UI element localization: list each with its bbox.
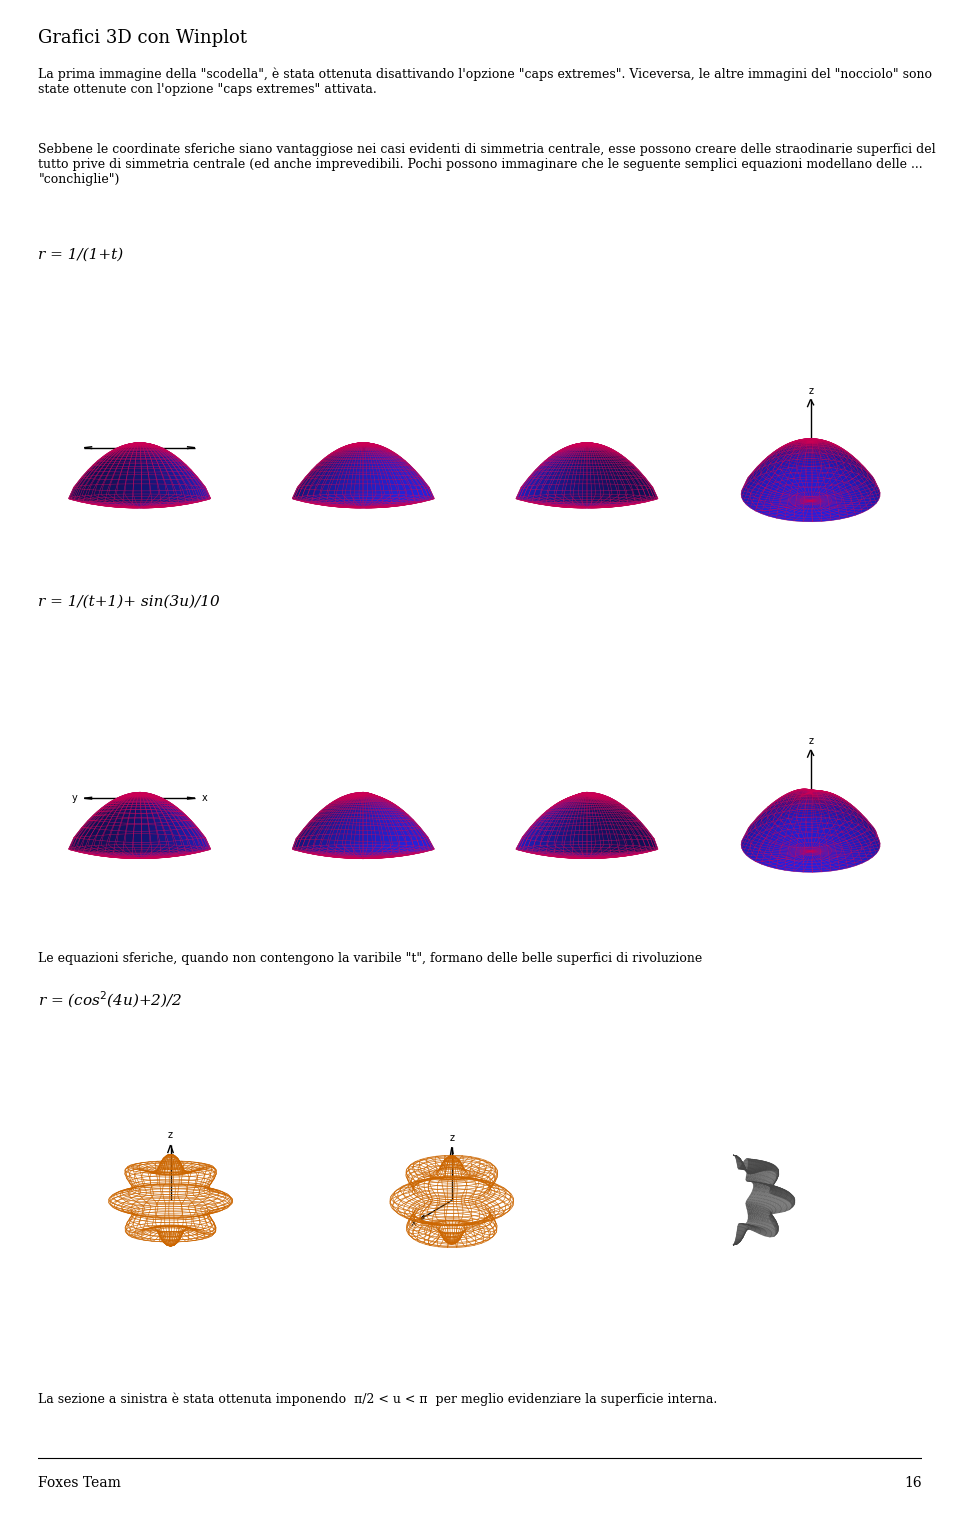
- Text: La sezione a sinistra è stata ottenuta imponendo  π/2 < u < π  per meglio eviden: La sezione a sinistra è stata ottenuta i…: [38, 1393, 718, 1405]
- Text: Sebbene le coordinate sferiche siano vantaggiose nei casi evidenti di simmetria : Sebbene le coordinate sferiche siano van…: [38, 143, 936, 186]
- Text: 16: 16: [904, 1475, 922, 1490]
- Text: Foxes Team: Foxes Team: [38, 1475, 121, 1490]
- Text: r = 1/(1+t): r = 1/(1+t): [38, 247, 124, 262]
- Text: Le equazioni sferiche, quando non contengono la varibile "t", formano delle bell: Le equazioni sferiche, quando non conten…: [38, 952, 703, 965]
- Text: r = (cos$^2$(4u)+2)/2: r = (cos$^2$(4u)+2)/2: [38, 989, 182, 1010]
- Text: La prima immagine della "scodella", è stata ottenuta disattivando l'opzione "cap: La prima immagine della "scodella", è st…: [38, 67, 932, 96]
- Text: Grafici 3D con Winplot: Grafici 3D con Winplot: [38, 29, 248, 47]
- Text: r = 1/(t+1)+ sin(3u)/10: r = 1/(t+1)+ sin(3u)/10: [38, 594, 220, 610]
